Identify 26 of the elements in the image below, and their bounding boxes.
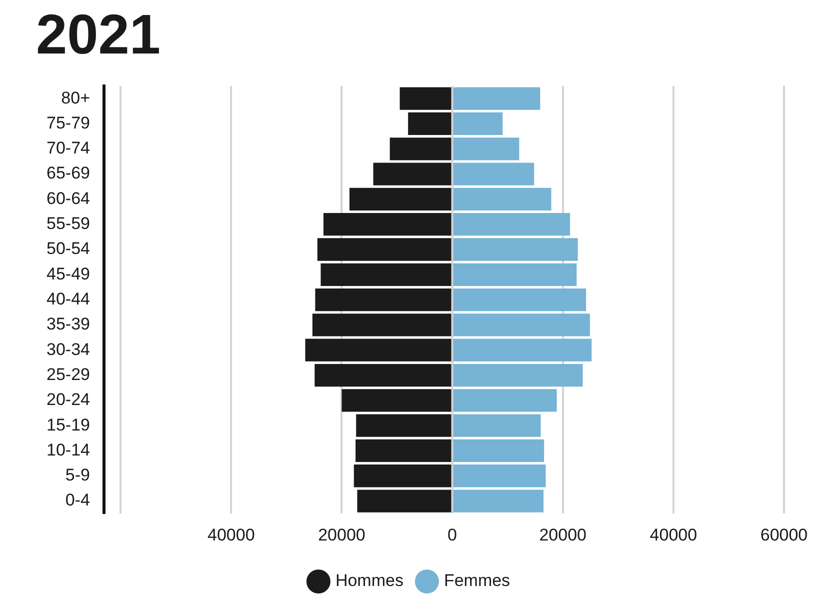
y-tick-label: 5-9: [65, 466, 90, 485]
y-tick-label: 25-29: [46, 364, 90, 384]
y-tick-label: 70-74: [46, 138, 90, 158]
y-tick-label: 65-69: [46, 164, 90, 183]
x-tick-label: 40000: [650, 525, 698, 544]
y-tick-label: 60-64: [46, 188, 90, 208]
y-tick-label: 80+: [61, 88, 90, 108]
y-tick-label: 40-44: [46, 289, 90, 308]
y-tick-label: 0-4: [65, 490, 90, 510]
y-tick-label: 10-14: [46, 440, 90, 460]
y-tick-label: 20-24: [46, 390, 90, 410]
x-tick-label: 20000: [539, 525, 586, 544]
x-tick-label: 20000: [318, 525, 366, 544]
chart-title: 2021: [36, 2, 161, 66]
y-tick-label: 30-34: [46, 340, 90, 359]
legend-label: Hommes: [335, 571, 404, 590]
x-tick-label: 40000: [208, 525, 255, 544]
y-tick-label: 35-39: [46, 314, 90, 334]
x-tick-label: 0: [448, 525, 458, 544]
y-tick-label: 55-59: [46, 214, 90, 234]
y-tick-label: 15-19: [46, 415, 90, 434]
y-tick-label: 75-79: [46, 113, 90, 132]
legend-label: Femmes: [444, 571, 510, 590]
y-tick-label: 50-54: [46, 239, 90, 258]
y-tick-label: 45-49: [46, 264, 90, 284]
x-tick-label: 60000: [760, 525, 808, 544]
